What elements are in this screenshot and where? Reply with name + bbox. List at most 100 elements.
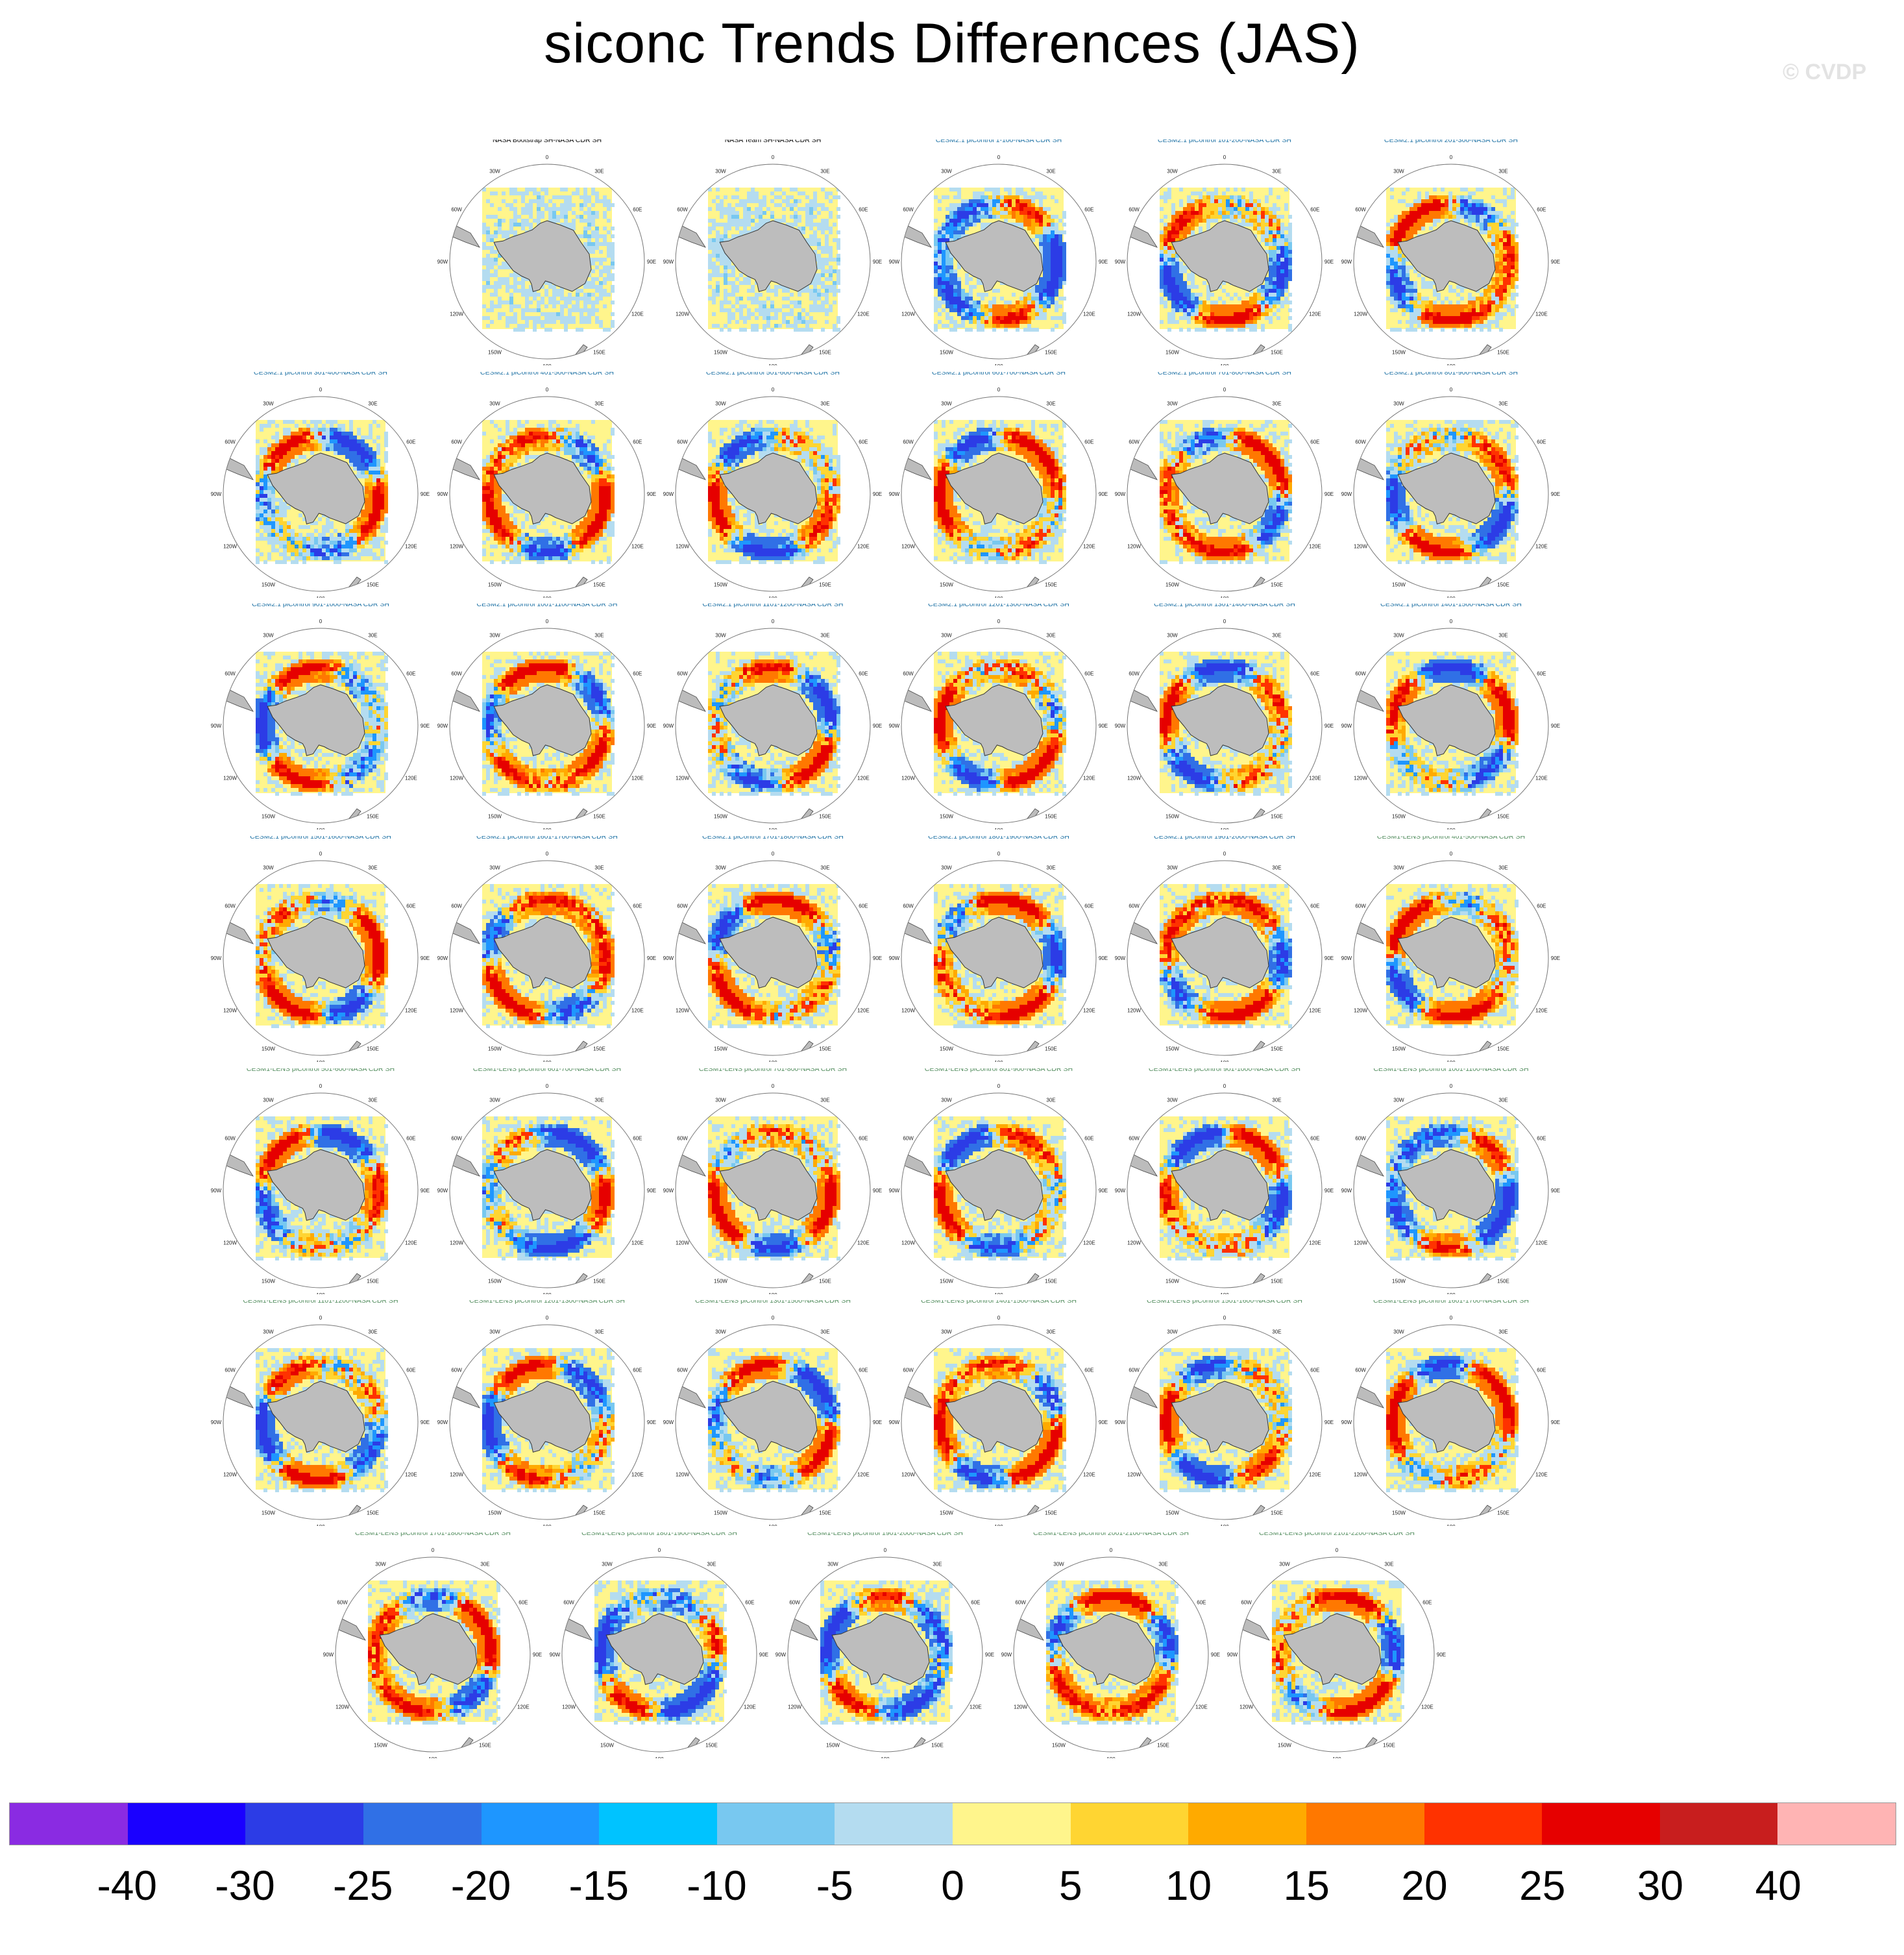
grid-cell	[1402, 289, 1406, 293]
grid-cell	[1206, 324, 1210, 328]
grid-cell	[591, 281, 595, 285]
grid-cell	[965, 227, 969, 230]
grid-cell	[1218, 199, 1222, 203]
grid-cell	[946, 297, 949, 301]
grid-cell	[260, 513, 263, 517]
grid-cell	[794, 188, 798, 191]
longitude-label: 90W	[211, 491, 222, 497]
grid-cell	[1171, 207, 1175, 211]
grid-cell	[1499, 250, 1503, 254]
grid-cell	[1031, 293, 1035, 297]
grid-cell	[564, 328, 568, 332]
grid-cell	[1253, 308, 1257, 312]
grid-cell	[973, 308, 977, 312]
grid-cell	[369, 471, 372, 474]
grid-cell	[384, 541, 388, 545]
grid-cell	[1164, 191, 1167, 195]
grid-cell	[739, 230, 743, 234]
grid-cell	[1035, 297, 1039, 301]
grid-cell	[482, 285, 486, 289]
grid-cell	[829, 258, 833, 262]
grid-cell	[560, 211, 564, 215]
grid-cell	[720, 301, 724, 304]
grid-cell	[267, 529, 271, 533]
grid-cell	[533, 455, 537, 459]
grid-cell	[934, 195, 938, 199]
grid-cell	[946, 281, 949, 285]
grid-cell	[486, 467, 490, 471]
grid-cell	[513, 432, 517, 436]
grid-cell	[1441, 207, 1445, 211]
grid-cell	[708, 265, 712, 269]
grid-cell	[1164, 250, 1167, 254]
longitude-label: 90E	[873, 259, 882, 265]
grid-cell	[801, 289, 805, 293]
grid-cell	[786, 320, 790, 324]
grid-cell	[357, 451, 361, 455]
grid-cell	[1261, 293, 1265, 297]
grid-cell	[486, 273, 490, 277]
grid-cell	[1191, 199, 1195, 203]
grid-cell	[506, 467, 509, 471]
grid-cell	[988, 316, 992, 320]
grid-cell	[490, 451, 494, 455]
grid-cell	[587, 207, 591, 211]
grid-cell	[376, 463, 380, 467]
grid-cell	[1413, 230, 1417, 234]
grid-cell	[1429, 328, 1433, 332]
grid-cell	[1417, 297, 1421, 301]
grid-cell	[1000, 316, 1004, 320]
grid-cell	[770, 211, 774, 215]
grid-cell	[1035, 328, 1039, 332]
grid-cell	[798, 227, 801, 230]
grid-cell	[564, 188, 568, 191]
grid-cell	[306, 424, 310, 428]
grid-cell	[786, 304, 790, 308]
longitude-label: 120E	[631, 312, 644, 317]
grid-cell	[825, 234, 829, 238]
grid-cell	[731, 195, 735, 199]
grid-cell	[1160, 238, 1164, 242]
grid-cell	[260, 502, 263, 506]
grid-cell	[256, 463, 260, 467]
grid-cell	[1460, 312, 1464, 316]
grid-cell	[1195, 293, 1199, 297]
grid-cell	[544, 443, 548, 447]
grid-cell	[533, 293, 537, 297]
grid-cell	[1390, 246, 1394, 250]
grid-cell	[1417, 293, 1421, 297]
grid-cell	[1164, 238, 1167, 242]
grid-cell	[981, 304, 984, 308]
grid-cell	[949, 234, 953, 238]
grid-cell	[591, 293, 595, 297]
grid-cell	[1410, 293, 1413, 297]
grid-cell	[946, 293, 949, 297]
grid-cell	[1460, 308, 1464, 312]
grid-cell	[506, 439, 509, 443]
south-america-landmass	[450, 222, 480, 248]
grid-cell	[1214, 215, 1218, 219]
grid-cell	[595, 301, 599, 304]
grid-cell	[1394, 304, 1398, 308]
grid-cell	[283, 451, 287, 455]
grid-cell	[1476, 211, 1480, 215]
grid-cell	[260, 471, 263, 474]
grid-cell	[349, 556, 353, 560]
grid-cell	[1191, 297, 1195, 301]
grid-cell	[938, 289, 942, 293]
grid-cell	[1269, 304, 1273, 308]
grid-cell	[568, 436, 572, 439]
grid-cell	[607, 199, 611, 203]
grid-cell	[961, 301, 965, 304]
grid-cell	[766, 312, 770, 316]
grid-cell	[334, 537, 337, 541]
grid-cell	[1191, 285, 1195, 289]
grid-cell	[988, 211, 992, 215]
grid-cell	[548, 207, 552, 211]
grid-cell	[560, 304, 564, 308]
grid-cell	[996, 308, 1000, 312]
grid-cell	[1394, 273, 1398, 277]
grid-cell	[345, 451, 349, 455]
grid-cell	[1187, 215, 1191, 219]
grid-cell	[384, 436, 388, 439]
